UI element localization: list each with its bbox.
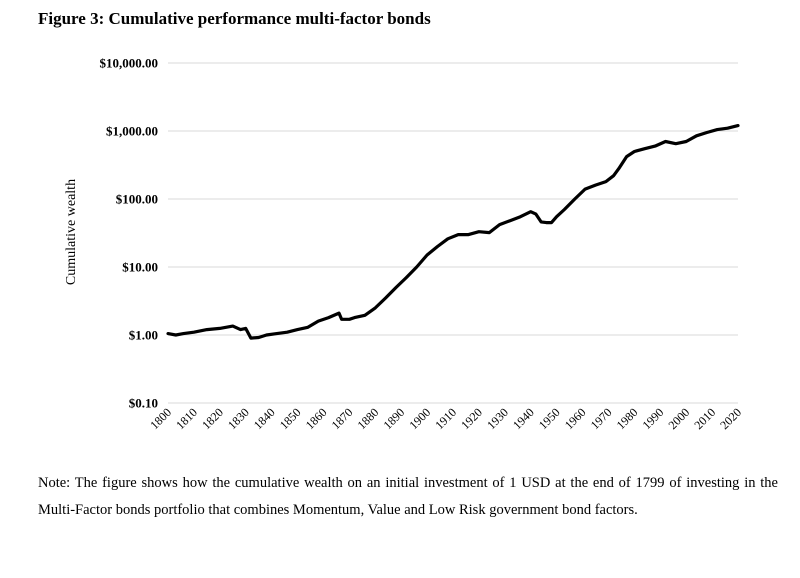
y-tick-label: $10.00 — [122, 260, 158, 275]
x-tick-label: 1940 — [510, 405, 537, 432]
x-tick-label: 1830 — [225, 405, 252, 432]
series-layer — [166, 123, 740, 340]
x-tick-label: 2010 — [691, 405, 718, 432]
x-tick-label: 1840 — [251, 405, 278, 432]
x-tick-label: 2020 — [717, 405, 744, 432]
x-tick-label: 1990 — [640, 405, 667, 432]
x-tick-label: 1920 — [458, 405, 485, 432]
y-axis-ticks: $10,000.00 $1,000.00 $100.00 $10.00 $1.00 $0.… — [100, 56, 159, 411]
y-tick-label: $0.10 — [129, 396, 158, 411]
series-line — [166, 123, 740, 340]
x-tick-label: 1950 — [536, 405, 563, 432]
x-tick-label: 1960 — [562, 405, 589, 432]
gridlines — [168, 62, 738, 404]
x-tick-label: 1810 — [173, 405, 200, 432]
y-axis-label: Cumulative wealth — [64, 179, 79, 285]
x-tick-label: 1930 — [484, 405, 511, 432]
x-tick-label: 1850 — [277, 405, 304, 432]
x-tick-label: 1890 — [380, 405, 407, 432]
x-tick-label: 1970 — [588, 405, 615, 432]
x-tick-label: 1860 — [303, 405, 330, 432]
x-axis-ticks: 1800 1810 1820 1830 1840 1850 1860 1870 1880 1890… — [147, 405, 744, 432]
x-tick-label: 1870 — [329, 405, 356, 432]
y-tick-label: $1,000.00 — [106, 124, 158, 139]
figure-note: Note: The figure shows how the cumulativ… — [38, 475, 778, 518]
y-tick-label: $100.00 — [116, 192, 158, 207]
y-tick-label: $10,000.00 — [100, 56, 159, 71]
x-tick-label: 1900 — [406, 405, 433, 432]
figure-title: Figure 3: Cumulative performance multi-f… — [38, 9, 431, 28]
x-tick-label: 1820 — [199, 405, 226, 432]
chart: $10,000.00 $1,000.00 $100.00 $10.00 $1.00 $0.… — [64, 56, 744, 433]
x-tick-label: 1980 — [614, 405, 641, 432]
x-tick-label: 1910 — [432, 405, 459, 432]
x-tick-label: 2000 — [665, 405, 692, 432]
y-tick-label: $1.00 — [129, 328, 158, 343]
x-tick-label: 1880 — [355, 405, 382, 432]
